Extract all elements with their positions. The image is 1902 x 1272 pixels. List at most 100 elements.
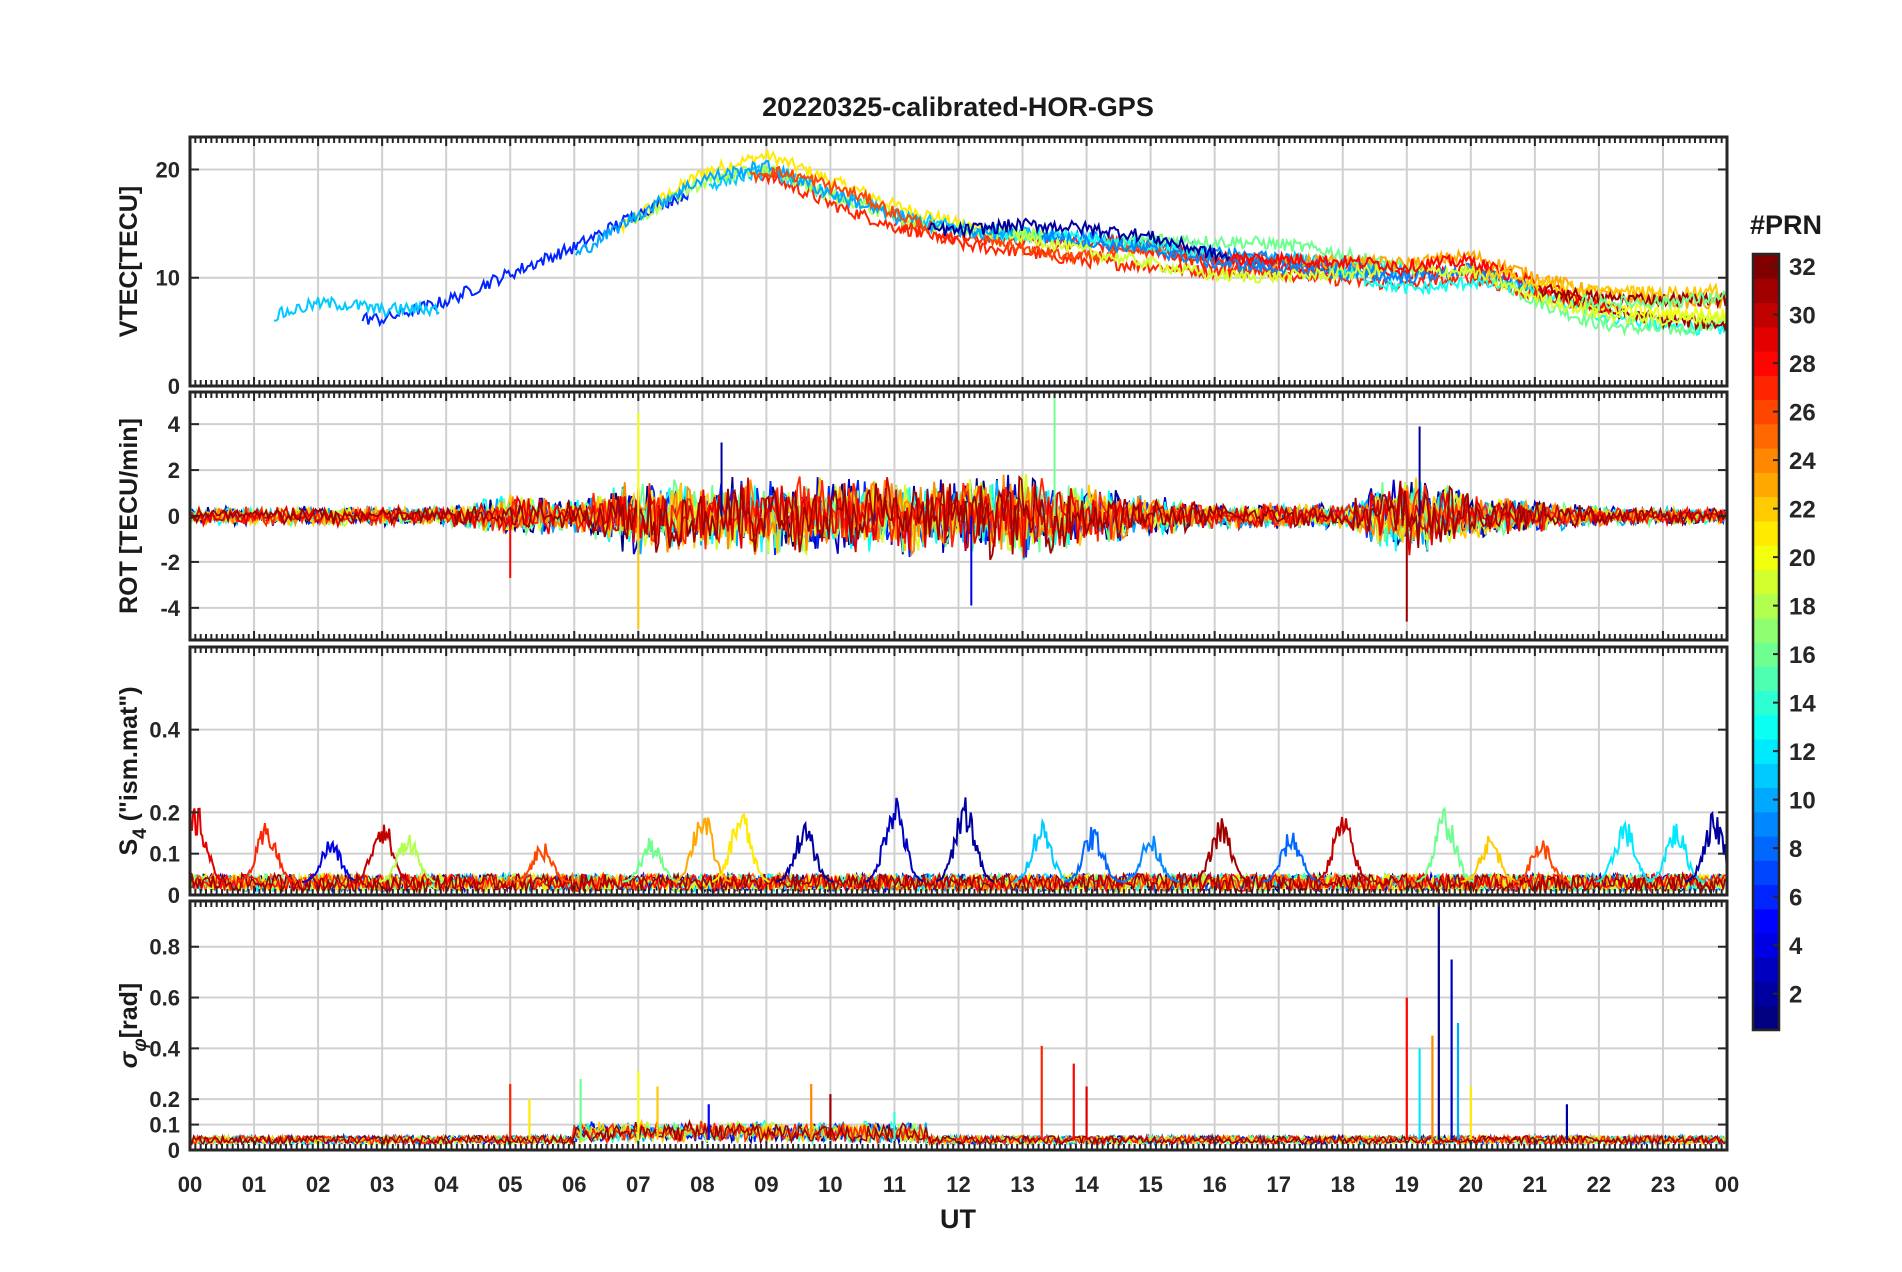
y-tick-label: 0.8: [149, 935, 180, 960]
colorbar-tick-label: 18: [1789, 594, 1816, 621]
burst-line: [711, 813, 770, 883]
x-tick-label: 22: [1587, 1172, 1611, 1197]
x-tick-label: 01: [242, 1172, 266, 1197]
tick-marks: [189, 901, 1728, 1151]
colorbar-segment: [1753, 569, 1779, 595]
burst-line: [1313, 816, 1372, 883]
y-tick-label: 0.2: [149, 1087, 180, 1112]
panel-sigma_phi: 00.10.2 0.4 0.6 0.8 σφ[rad]: [115, 899, 1729, 1163]
colorbar-tick-label: 8: [1789, 836, 1802, 863]
panel-vtec: 0 10 20 VTEC[TECU]: [115, 135, 1729, 399]
x-tick-label: 03: [370, 1172, 394, 1197]
tick-marks: [189, 647, 1728, 896]
burst-line: [865, 797, 924, 883]
series-line: [1326, 261, 1536, 298]
series-line: [1040, 229, 1529, 293]
y-tick-label: 0: [168, 504, 180, 529]
y-tick-label: 0.1: [149, 842, 180, 867]
chart-title: 20220325-calibrated-HOR-GPS: [762, 92, 1154, 122]
colorbar-segment: [1753, 957, 1779, 983]
series-vtec: [273, 149, 1727, 337]
x-tick-label: 16: [1202, 1172, 1226, 1197]
colorbar-segment: [1753, 472, 1779, 498]
series-s4: [190, 797, 1727, 895]
colorbar-tick-label: 10: [1789, 788, 1816, 815]
burst-line: [1192, 818, 1251, 883]
series-line: [1010, 226, 1384, 284]
colorbar-segment: [1753, 617, 1779, 643]
series-line: [1230, 250, 1615, 312]
x-tick-label: 04: [434, 1172, 459, 1197]
colorbar-tick-label: 4: [1789, 933, 1803, 960]
y-tick-label: 20: [156, 157, 180, 182]
colorbar-tick-label: 6: [1789, 885, 1802, 912]
colorbar-tick-label: 16: [1789, 642, 1816, 669]
y-axis-label-sigma_phi: σφ[rad]: [115, 983, 151, 1069]
y-tick-label: 0: [168, 1138, 180, 1163]
x-tick-label: 21: [1523, 1172, 1547, 1197]
y-axis-label-s4: S4 ("ism.mat"): [115, 686, 151, 855]
colorbar-tick-label: 24: [1789, 448, 1816, 475]
panel-s4: 0 0.1 0.2 0.4S4 ("ism.mat"): [115, 645, 1729, 908]
burst-line: [622, 837, 681, 884]
colorbar-segment: [1753, 908, 1779, 934]
colorbar-segment: [1753, 860, 1779, 886]
x-tick-label: 02: [306, 1172, 330, 1197]
y-tick-label: 0.4: [149, 1036, 180, 1061]
burst-line: [190, 807, 225, 882]
burst-line: [378, 834, 436, 883]
y-axis-label-vtec: VTEC[TECU]: [115, 186, 143, 337]
x-tick-label: 19: [1395, 1172, 1419, 1197]
tick-marks: [189, 392, 1728, 640]
y-tick-label: 0.6: [149, 986, 180, 1011]
burst-line: [302, 839, 359, 883]
series-line: [1412, 262, 1727, 327]
burst-line: [935, 797, 994, 883]
colorbar-label: #PRN: [1750, 210, 1822, 240]
x-tick-label: 05: [498, 1172, 522, 1197]
x-tick-label: 14: [1074, 1172, 1099, 1197]
colorbar-segment: [1753, 278, 1779, 304]
colorbar-segment: [1753, 520, 1779, 546]
y-tick-label: 10: [156, 266, 180, 291]
burst-line: [513, 843, 572, 884]
x-tick-label: 10: [818, 1172, 842, 1197]
x-tick-label: 08: [690, 1172, 714, 1197]
y-tick-label: -2: [160, 550, 180, 575]
colorbar-tick-label: 20: [1789, 545, 1816, 572]
colorbar-tick-label: 30: [1789, 303, 1816, 330]
colorbar-segment: [1753, 1005, 1779, 1031]
y-tick-label: 4: [168, 412, 181, 437]
burst-line: [237, 822, 295, 884]
x-tick-label: 20: [1459, 1172, 1483, 1197]
y-tick-label: 0: [168, 883, 180, 908]
burst-line: [352, 824, 410, 883]
colorbar-tick-label: 12: [1789, 739, 1816, 766]
x-tick-label: 07: [626, 1172, 650, 1197]
colorbar-frame: [1751, 252, 1781, 1032]
burst-line: [1012, 817, 1071, 883]
x-tick-label: 23: [1651, 1172, 1675, 1197]
colorbar-segment: [1753, 811, 1779, 837]
colorbar-segment: [1753, 666, 1779, 692]
series-rot: [190, 394, 1727, 629]
burst-line: [1121, 835, 1180, 883]
colorbar-segment: [1753, 326, 1779, 352]
series-line: [273, 295, 440, 322]
colorbar-tick-label: 2: [1789, 982, 1802, 1009]
panel-rot: -4 -2 0 2 4 ROT [TECU/min]: [115, 390, 1729, 642]
series-line: [1580, 289, 1727, 314]
y-tick-label: 0: [168, 374, 180, 399]
y-tick-label: 0.1: [149, 1113, 180, 1138]
x-tick-labels: 00 01 02 03 04 05 06 07 08 09 10 11 12 13 14 15 16 17 18 19…: [178, 1172, 1739, 1197]
y-tick-label: 0.4: [149, 718, 180, 743]
burst-line: [1684, 810, 1727, 883]
burst-line: [1595, 819, 1654, 883]
x-tick-label: 00: [178, 1172, 202, 1197]
series-line: [190, 474, 1727, 561]
colorbar-tick-label: 32: [1789, 254, 1816, 281]
burst-line: [1262, 832, 1321, 883]
colorbar-segment: [1753, 375, 1779, 401]
